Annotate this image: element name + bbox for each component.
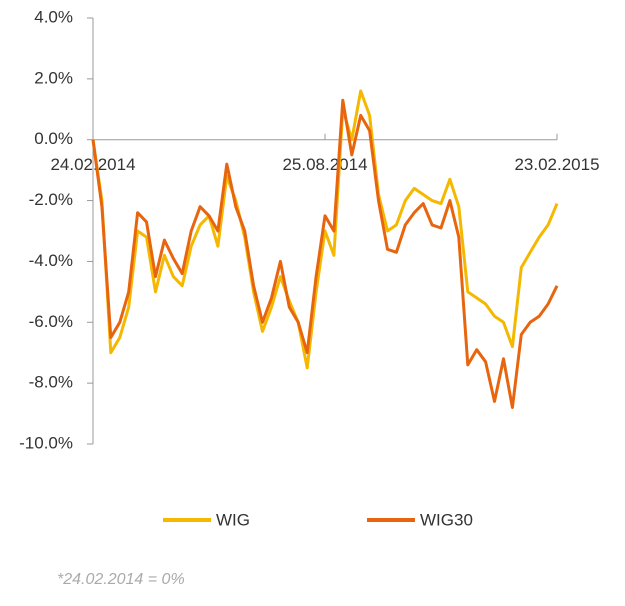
y-tick-label: -6.0% — [29, 312, 73, 331]
x-tick-label: 23.02.2015 — [514, 155, 599, 174]
y-tick-label: -4.0% — [29, 251, 73, 270]
x-tick-label: 25.08.2014 — [282, 155, 367, 174]
series-line — [91, 89, 559, 370]
footnote: *24.02.2014 = 0% — [57, 571, 185, 588]
x-tick-label: 24.02.2014 — [50, 155, 135, 174]
y-tick-label: -2.0% — [29, 190, 73, 209]
series-line — [91, 98, 559, 409]
y-tick-label: 4.0% — [34, 7, 73, 26]
y-tick-label: -8.0% — [29, 373, 73, 392]
y-tick-label: -10.0% — [19, 433, 73, 452]
y-tick-label: 2.0% — [34, 68, 73, 87]
y-tick-label: 0.0% — [34, 129, 73, 148]
legend-label: WIG30 — [420, 510, 473, 529]
legend-label: WIG — [216, 510, 250, 529]
